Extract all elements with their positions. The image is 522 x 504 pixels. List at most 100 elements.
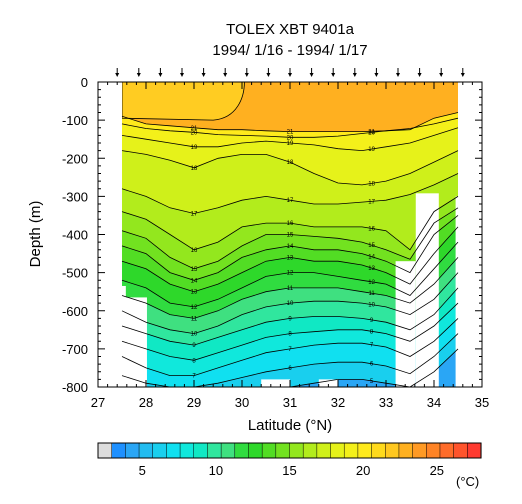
x-tick-label: 34 [427,395,441,410]
temperature-band-10-11 [122,257,458,334]
isotherm-14 [121,215,459,281]
colorbar-swatch [275,442,291,459]
colorbar-swatch [152,442,167,459]
y-tick-label: -800 [62,380,88,395]
isotherm-label-17: 17 [368,199,375,205]
temperature-band-9-10 [122,272,458,346]
temperature-band-12-13 [122,226,458,307]
isotherm-11 [121,257,459,319]
isotherm-label-16: 16 [287,221,294,227]
colorbar-swatch [385,442,400,459]
isotherm-label-9: 9 [370,318,374,324]
isotherm-10 [121,272,459,335]
isotherm-label-7: 7 [370,343,374,349]
isotherm-label-14: 14 [287,244,294,250]
colorbar-swatch [261,442,277,459]
isotherm-label-7: 7 [192,374,196,380]
temperature-band-8-9 [122,287,458,361]
xbt-station-arrow [331,73,336,77]
isotherm-label-17: 17 [191,212,198,218]
colorbar-tick-label: 10 [209,463,223,478]
colorbar-swatch [97,442,113,459]
isotherm-label-21: 21 [191,126,198,132]
isotherm-label-10: 10 [368,303,375,309]
xbt-station-arrow [244,73,249,77]
xbt-station-markers [115,68,465,77]
xbt-station-arrow [417,73,422,77]
xbt-station-arrow [136,73,141,77]
isotherm-label-8: 8 [192,358,196,364]
isotherm-20 [121,117,459,138]
colorbar-swatch [343,442,359,459]
xbt-station-arrow [180,73,184,77]
colorbar-swatch [125,442,140,459]
chart-subtitle: 1994/ 1/16 - 1994/ 1/17 [212,42,367,59]
xbt-station-arrow [288,73,292,77]
isotherm-label-12: 12 [368,280,375,286]
isotherm-7 [121,318,459,377]
isotherm-16 [121,196,459,251]
y-tick-label: -200 [62,151,88,166]
y-tick-label: -500 [62,266,88,281]
isotherm-label-5: 5 [370,379,374,385]
colorbar-swatch [453,442,468,459]
y-tick-label: 0 [81,75,88,90]
chart-title: TOLEX XBT 9401a [226,21,355,38]
isotherm-label-11: 11 [287,286,294,292]
isotherm-label-18: 18 [287,160,294,166]
x-tick-label: 28 [139,395,153,410]
xbt-station-arrow [352,73,357,77]
xbt-station-arrow [266,73,271,77]
x-tick-label: 27 [91,395,105,410]
minor-ticks [97,81,483,388]
temperature-band-20-21 [122,112,458,138]
x-tick-label: 31 [283,395,297,410]
x-tick-label: 33 [379,395,393,410]
colorbar-swatch [398,442,414,459]
x-tick-label: 30 [235,395,249,410]
isotherm-8 [121,302,459,361]
temperature-band-19-20 [122,118,458,151]
isotherm-label-19: 19 [368,147,375,153]
temperature-band-14-15 [122,207,458,281]
colorbar: 5 10 15 20 25 [97,442,482,478]
xbt-station-arrow [439,73,444,77]
no-data-sliver-27n [122,285,126,387]
y-tick-label: -300 [62,189,88,204]
isotherm-19 [121,127,459,152]
colorbar-swatch [207,442,222,459]
isotherm-label-9: 9 [288,316,292,322]
xbt-station-arrow [460,73,465,77]
xbt-station-arrow [158,73,163,77]
colorbar-swatch [111,442,126,459]
isotherm-label-10: 10 [287,301,294,307]
colorbar-swatch [289,442,304,459]
temperature-band-13-14 [122,215,458,292]
xbt-station-arrow [309,73,314,77]
y-axis: 0 -100 -200 -300 -400 -500 -600 -700 -800 [62,75,88,395]
colorbar-tick-label: 20 [356,463,370,478]
xbt-station-arrow [223,73,228,77]
isotherm-label-21: 21 [287,130,294,136]
colorbar-swatch [234,442,250,459]
temperature-band-11-12 [122,242,458,319]
isotherm-label-14: 14 [368,255,375,261]
isotherm-label-15: 15 [287,233,294,239]
y-tick-label: -600 [62,304,88,319]
x-tick-label: 29 [187,395,201,410]
isotherm-12 [121,241,459,308]
isotherm-label-18: 18 [368,181,375,187]
colorbar-tick-label: 25 [430,463,444,478]
y-axis-label: Depth (m) [27,201,44,268]
colorbar-swatch [248,442,263,459]
colorbar-tick-label: 5 [139,463,146,478]
isotherm-label-15: 15 [191,267,198,273]
isotherm-label-15: 15 [368,243,375,249]
isotherm-15 [121,207,459,270]
colorbar-swatch [426,442,441,459]
isotherm-label-16: 16 [191,248,198,254]
isotherm-label-9: 9 [192,343,196,349]
isotherm-13 [121,226,459,293]
isotherm-18 [121,150,459,186]
